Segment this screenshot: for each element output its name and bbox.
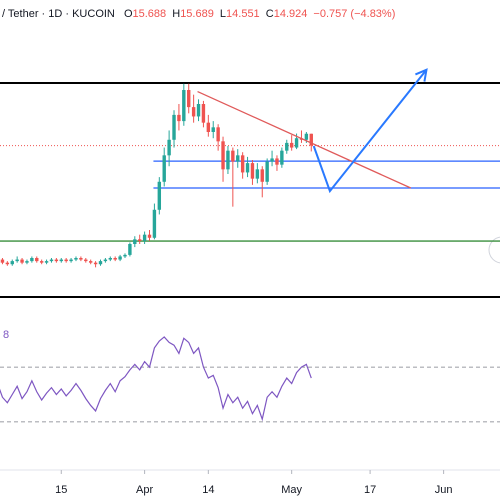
x-tick-label: May bbox=[281, 484, 302, 496]
ohlc-value: 15.689 bbox=[180, 8, 214, 20]
candle-body bbox=[236, 155, 240, 162]
candle-body bbox=[216, 127, 220, 142]
candle-body bbox=[108, 258, 112, 260]
candle-body bbox=[187, 90, 191, 108]
arrowhead bbox=[415, 68, 428, 82]
candle-body bbox=[260, 169, 264, 182]
candle-body bbox=[255, 169, 260, 179]
candle-body bbox=[221, 141, 225, 170]
candle-body bbox=[240, 155, 245, 173]
rsi-label: 8 bbox=[3, 329, 9, 341]
candle-body bbox=[113, 258, 117, 260]
candle-body bbox=[226, 150, 230, 170]
candle-body bbox=[177, 114, 181, 122]
candle-body bbox=[10, 261, 14, 265]
candle-body bbox=[167, 139, 171, 156]
x-tick-label: 15 bbox=[55, 484, 67, 496]
candle-body bbox=[79, 258, 83, 260]
candle-body bbox=[245, 163, 250, 173]
candle-body bbox=[54, 259, 59, 262]
candle-body bbox=[265, 161, 269, 182]
candle-body bbox=[285, 142, 289, 151]
ohlc-label: O bbox=[124, 8, 133, 20]
candle-body bbox=[142, 234, 147, 241]
candle-body bbox=[162, 155, 166, 182]
candle-body bbox=[35, 258, 39, 262]
change: −0.757 (−4.83%) bbox=[313, 8, 395, 20]
x-tick-label: 17 bbox=[364, 484, 376, 496]
candle-body bbox=[275, 158, 279, 165]
trendline bbox=[197, 90, 412, 189]
ohlc-label: H bbox=[172, 8, 180, 20]
candle-body bbox=[49, 259, 54, 262]
candle-body bbox=[93, 262, 98, 265]
scroll-button[interactable] bbox=[488, 236, 500, 264]
candle-body bbox=[211, 127, 215, 132]
rsi-line bbox=[0, 336, 312, 422]
candle-body bbox=[64, 259, 68, 262]
candle-body bbox=[270, 158, 274, 162]
candle-body bbox=[191, 107, 196, 117]
candle-body bbox=[289, 142, 294, 148]
candle-body bbox=[280, 150, 284, 165]
candle-body bbox=[133, 239, 137, 244]
candle-body bbox=[172, 114, 176, 140]
candle-body bbox=[147, 234, 152, 238]
header: / Tether · 1D · KUCOIN O15.688 H15.689 L… bbox=[2, 8, 395, 20]
x-tick-label: Apr bbox=[136, 484, 153, 496]
candle-body bbox=[304, 133, 309, 140]
projection-path bbox=[312, 69, 428, 194]
candle-body bbox=[201, 104, 206, 123]
candle-body bbox=[128, 244, 132, 255]
candle-body bbox=[44, 261, 49, 263]
candle-body bbox=[84, 259, 88, 262]
candle-body bbox=[118, 256, 122, 260]
ohlc-label: L bbox=[220, 8, 226, 20]
candle-body bbox=[182, 90, 186, 122]
candle-body bbox=[157, 181, 162, 210]
candle-body bbox=[30, 258, 34, 262]
candle-body bbox=[103, 259, 108, 262]
candle-body bbox=[231, 150, 235, 162]
x-tick-label: 14 bbox=[202, 484, 214, 496]
ohlc-value: 15.688 bbox=[133, 8, 167, 20]
candle-body bbox=[20, 259, 24, 263]
candle-body bbox=[69, 259, 73, 262]
candle-body bbox=[15, 259, 19, 262]
candle-body bbox=[152, 209, 157, 238]
candle-body bbox=[123, 254, 127, 257]
candle-body bbox=[88, 261, 93, 263]
ohlc-value: 14.924 bbox=[274, 8, 308, 20]
candle-body bbox=[206, 122, 211, 132]
candle-body bbox=[0, 259, 5, 263]
x-tick-label: Jun bbox=[435, 484, 453, 496]
candle-body bbox=[138, 239, 142, 241]
candle-body bbox=[309, 133, 313, 146]
symbol-title: / Tether · 1D · KUCOIN bbox=[2, 8, 115, 20]
ohlc-label: C bbox=[266, 8, 274, 20]
candle-body bbox=[250, 163, 255, 179]
candle-body bbox=[98, 261, 103, 265]
candle-body bbox=[59, 259, 63, 262]
candle-body bbox=[25, 261, 29, 263]
candle-body bbox=[5, 262, 10, 265]
candle-body bbox=[74, 258, 78, 260]
candle-body bbox=[196, 104, 201, 117]
candle-body bbox=[294, 138, 299, 148]
ohlc-value: 14.551 bbox=[226, 8, 260, 20]
candle-body bbox=[39, 261, 44, 263]
